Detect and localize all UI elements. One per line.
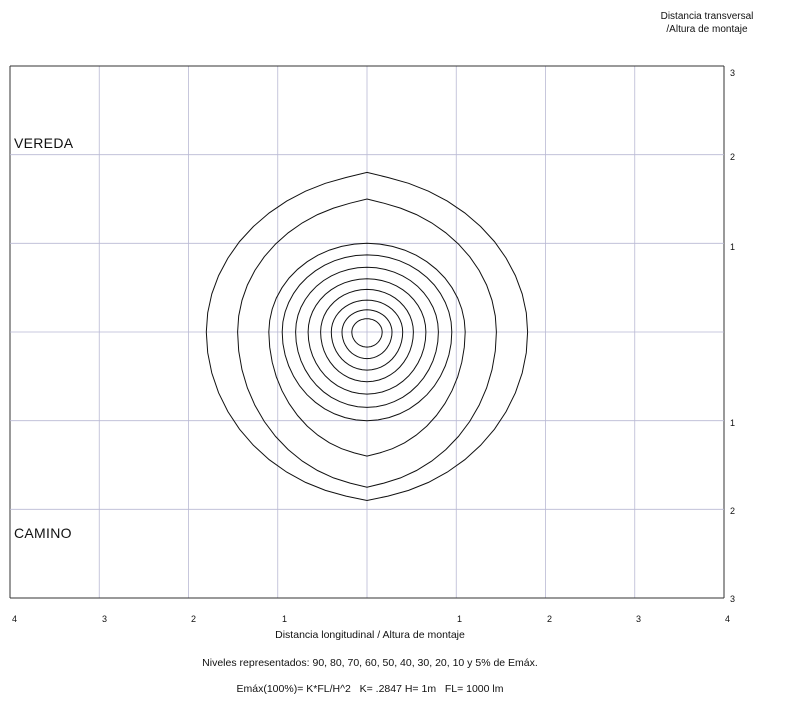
isolux-contour-5: [205, 171, 529, 502]
formula-note: Emáx(100%)= K*FL/H^2 K= .2847 H= 1m FL= …: [236, 683, 504, 695]
isolux-contour-20: [268, 242, 466, 457]
x-tick-label: 2: [191, 614, 197, 624]
x-tick-label: 4: [725, 614, 731, 624]
isolux-contour-70: [330, 299, 404, 371]
x-tick-label: 1: [457, 614, 463, 624]
y-tick-label: 2: [730, 506, 736, 516]
x-tick-label: 3: [102, 614, 108, 624]
header-label: Distancia transversal /Altura de montaje: [622, 10, 792, 36]
levels-note: Niveles representados: 90, 80, 70, 60, 5…: [202, 657, 538, 669]
x-tick-label: 2: [547, 614, 553, 624]
isolux-contour-80: [341, 309, 393, 360]
x-axis-title: Distancia longitudinal / Altura de monta…: [275, 629, 465, 641]
isolux-contour-50: [307, 278, 427, 395]
header-line-2: /Altura de montaje: [666, 24, 748, 35]
y-tick-label: 3: [730, 68, 736, 78]
y-tick-label: 2: [730, 152, 736, 162]
isolux-contour-30: [281, 254, 453, 422]
y-tick-label: 1: [730, 418, 736, 428]
zone-label-top: VEREDA: [14, 135, 74, 151]
x-tick-label: 1: [282, 614, 288, 624]
grid: [9, 65, 725, 599]
zone-label-bottom: CAMINO: [14, 525, 72, 541]
header-line-1: Distancia transversal: [660, 11, 754, 22]
isolux-contour-10: [237, 198, 497, 488]
isolux-contour-40: [295, 266, 439, 408]
y-tick-label: 1: [730, 242, 736, 252]
isolux-contour-90: [351, 318, 383, 348]
y-tick-label: 3: [730, 594, 736, 604]
x-tick-label: 3: [636, 614, 642, 624]
x-tick-label: 4: [12, 614, 18, 624]
isolux-contour-60: [320, 288, 414, 383]
contour-lines: [205, 171, 529, 502]
